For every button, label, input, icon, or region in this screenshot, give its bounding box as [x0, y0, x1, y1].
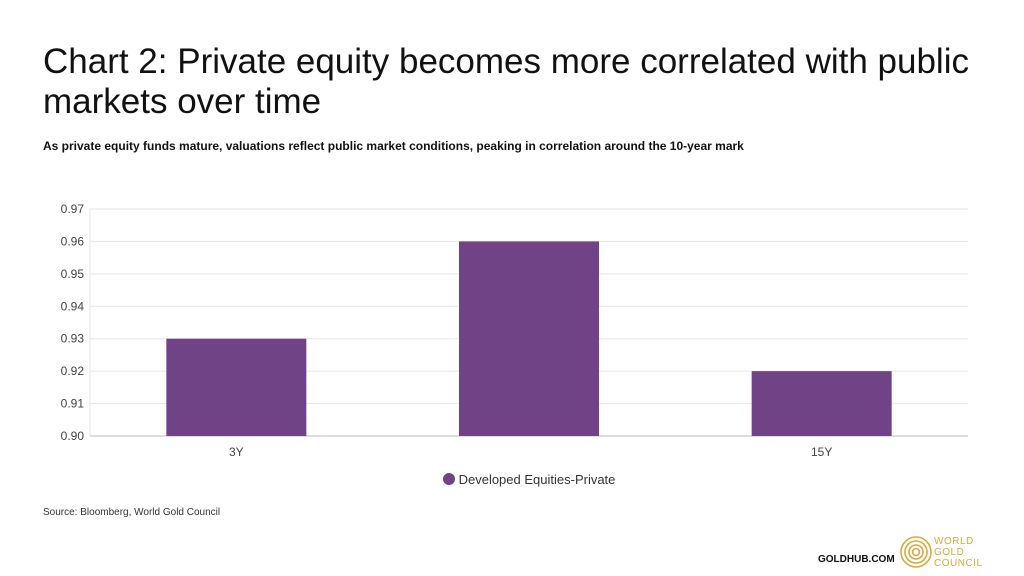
- x-tick-label: 3Y: [229, 445, 244, 459]
- legend: Developed Equities-Private: [0, 472, 1024, 487]
- source-note: Source: Bloomberg, World Gold Council: [43, 507, 221, 518]
- bar: [166, 338, 307, 436]
- x-tick-label: 15Y: [811, 445, 832, 459]
- logo-line: WORLD: [934, 536, 974, 547]
- y-tick-label: 0.92: [61, 364, 85, 378]
- y-tick-label: 0.97: [61, 202, 85, 216]
- chart-title: Chart 2: Private equity becomes more cor…: [43, 42, 969, 121]
- legend-marker: [442, 473, 455, 485]
- y-tick-label: 0.93: [61, 332, 85, 346]
- y-tick-label: 0.91: [61, 397, 85, 411]
- world-gold-council-logo: WORLD GOLD COUNCIL: [900, 535, 1020, 571]
- rings-icon: [900, 536, 932, 568]
- bar: [751, 371, 892, 436]
- legend-label: Developed Equities-Private: [458, 472, 616, 487]
- y-tick-label: 0.95: [61, 267, 85, 281]
- bar: [459, 241, 599, 436]
- y-tick-label: 0.94: [61, 299, 85, 313]
- y-tick-label: 0.96: [61, 234, 85, 248]
- logo-line: GOLD: [934, 547, 965, 558]
- y-tick-label: 0.90: [61, 429, 85, 443]
- goldhub-link[interactable]: GOLDHUB.COM: [818, 554, 895, 565]
- chart-subtitle: As private equity funds mature, valuatio…: [43, 139, 744, 153]
- logo-line: COUNCIL: [934, 558, 983, 569]
